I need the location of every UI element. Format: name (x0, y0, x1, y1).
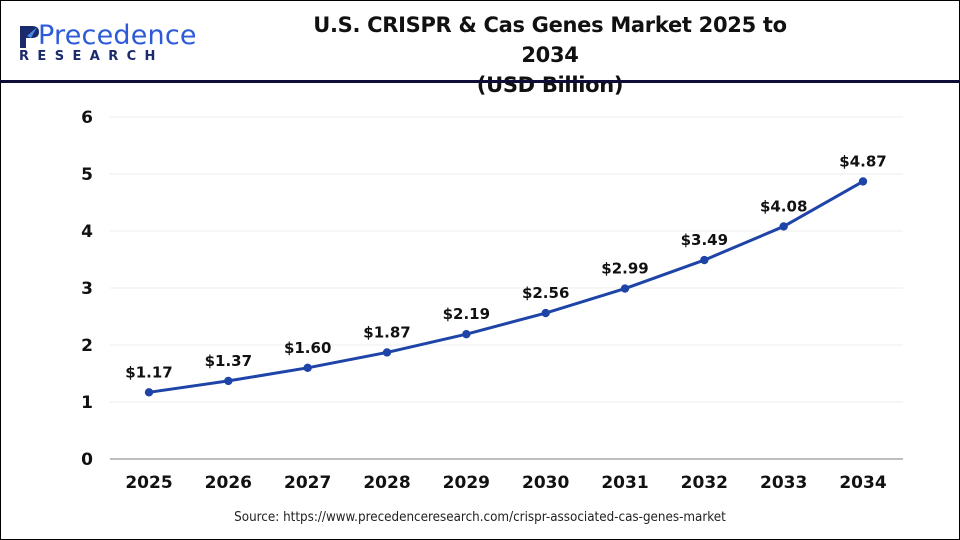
y-tick-label: 2 (81, 336, 93, 356)
x-tick-label: 2032 (681, 473, 728, 493)
x-tick-label: 2025 (125, 473, 172, 493)
data-labels: $1.17 $1.37 $1.60 $1.87 $2.19 $2.56 $2.99 $3.49… (125, 152, 886, 381)
logo-mark-icon (20, 26, 39, 48)
data-label: $3.49 (681, 231, 728, 249)
y-tick-label: 0 (81, 450, 93, 470)
data-label: $1.87 (363, 323, 410, 341)
x-tick-label: 2031 (601, 473, 648, 493)
data-label: $1.60 (284, 339, 331, 357)
data-label: $1.17 (125, 363, 172, 381)
source-note: Source: https://www.precedenceresearch.c… (234, 510, 726, 525)
data-point (779, 222, 788, 231)
data-label: $4.08 (760, 197, 807, 215)
data-label: $2.56 (522, 284, 569, 302)
data-label: $1.37 (205, 352, 252, 370)
data-point (382, 348, 392, 357)
x-axis-ticks: 2025 2026 2027 2028 2029 2030 2031 2032 2033 2034 (125, 473, 886, 493)
x-tick-label: 2033 (760, 473, 807, 493)
data-point (144, 388, 154, 397)
header-divider (0, 80, 960, 83)
data-label: $4.87 (839, 152, 886, 170)
data-label: $2.99 (601, 260, 648, 278)
logo-wordmark: Precedence (38, 20, 197, 51)
data-point (541, 308, 550, 318)
data-point (303, 363, 312, 372)
data-point (700, 255, 709, 265)
logo-subtitle: RESEARCH (19, 49, 164, 64)
brand-logo: Precedence RESEARCH (16, 20, 197, 66)
x-tick-label: 2034 (839, 473, 886, 493)
gridlines (110, 116, 903, 460)
data-point (858, 177, 868, 186)
x-tick-label: 2026 (205, 473, 252, 493)
chart-title-line1: U.S. CRISPR & Cas Genes Market 2025 to 2… (313, 13, 787, 67)
data-label: $2.19 (443, 305, 490, 323)
series-group (144, 177, 868, 397)
data-point (224, 376, 233, 386)
chart-title-line2: (USD Billion) (476, 73, 624, 97)
y-tick-label: 5 (81, 165, 93, 185)
x-tick-label: 2028 (363, 473, 410, 493)
x-tick-label: 2030 (522, 473, 569, 493)
y-tick-label: 3 (81, 279, 93, 299)
series-line (148, 180, 864, 394)
y-axis-ticks: 0 1 2 3 4 5 6 (81, 108, 93, 470)
data-point (462, 329, 471, 339)
data-point (620, 284, 630, 293)
y-tick-label: 4 (81, 222, 93, 242)
y-tick-label: 6 (81, 108, 93, 128)
chart-title: U.S. CRISPR & Cas Genes Market 2025 to 2… (300, 10, 800, 100)
x-tick-label: 2027 (284, 473, 331, 493)
y-tick-label: 1 (81, 393, 93, 413)
x-tick-label: 2029 (443, 473, 490, 493)
